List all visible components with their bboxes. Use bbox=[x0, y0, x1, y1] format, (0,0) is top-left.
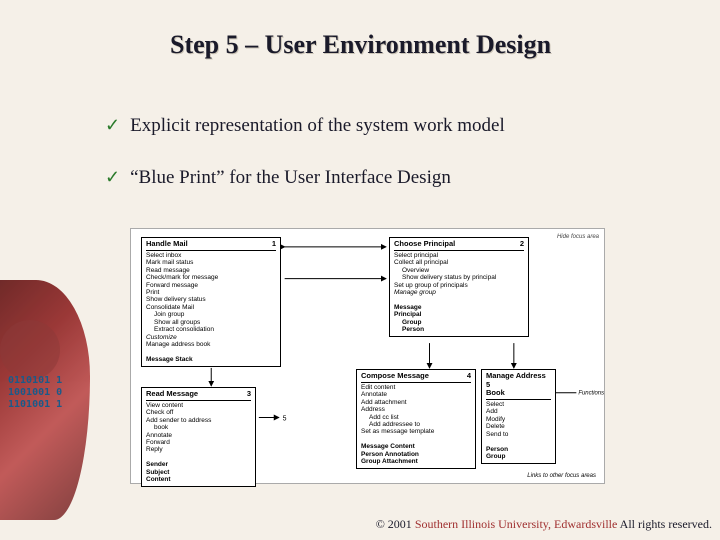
box-line: Show all groups bbox=[146, 319, 276, 326]
diagram-header-note: Hide focus area bbox=[557, 234, 599, 240]
box-line: Annotate bbox=[361, 391, 471, 398]
box-line: Add addressee to bbox=[361, 421, 471, 428]
box-line: View content bbox=[146, 402, 251, 409]
binary-overlay: 0110101 1 1001001 0 1101001 1 bbox=[8, 375, 62, 411]
box-line: Message bbox=[394, 304, 524, 311]
copyright: © 2001 Southern Illinois University, Edw… bbox=[376, 517, 712, 532]
slide-title: Step 5 – User Environment Design bbox=[170, 30, 551, 60]
box-line: Group Attachment bbox=[361, 458, 471, 465]
box-line: Overview bbox=[394, 267, 524, 274]
bullet-list: ✓ Explicit representation of the system … bbox=[105, 115, 665, 219]
copyright-org: Southern Illinois University, Edwardsvil… bbox=[415, 517, 618, 531]
box-line: Select inbox bbox=[146, 252, 276, 259]
box-line: Address bbox=[361, 406, 471, 413]
box-line: Consolidate Mail bbox=[146, 304, 276, 311]
check-icon: ✓ bbox=[105, 167, 120, 188]
bullet-item: ✓ Explicit representation of the system … bbox=[105, 115, 665, 137]
box-line: Show delivery status bbox=[146, 296, 276, 303]
box-line bbox=[361, 436, 471, 443]
box-line: Person bbox=[486, 446, 551, 453]
bullet-item: ✓ “Blue Print” for the User Interface De… bbox=[105, 167, 665, 189]
box-line: Principal bbox=[394, 311, 524, 318]
box-line: Read message bbox=[146, 267, 276, 274]
check-icon: ✓ bbox=[105, 115, 120, 136]
svg-text:5: 5 bbox=[283, 415, 287, 422]
box-line: Show delivery status by principal bbox=[394, 274, 524, 281]
box-line: Edit content bbox=[361, 384, 471, 391]
box-line: Manage group bbox=[394, 289, 524, 296]
box-line: Delete bbox=[486, 423, 551, 430]
box-line: Sender bbox=[146, 461, 251, 468]
box-line: Group bbox=[394, 319, 524, 326]
box-line: Select principal bbox=[394, 252, 524, 259]
box-line: Add cc list bbox=[361, 414, 471, 421]
box-line: Message Content bbox=[361, 443, 471, 450]
box-line: Manage address book bbox=[146, 341, 276, 348]
box-line: Subject bbox=[146, 469, 251, 476]
box-line: Add sender to address bbox=[146, 417, 251, 424]
box-items: Select inboxMark mail statusRead message… bbox=[146, 252, 276, 364]
box-line: Add attachment bbox=[361, 399, 471, 406]
box-line: Person bbox=[394, 326, 524, 333]
ued-diagram: 5 Functions Hide focus area Handle Mail1… bbox=[130, 228, 605, 484]
box-line: Extract consolidation bbox=[146, 326, 276, 333]
box-compose-message: Compose Message4 Edit contentAnnotateAdd… bbox=[356, 369, 476, 469]
box-line: Print bbox=[146, 289, 276, 296]
box-line: Forward message bbox=[146, 282, 276, 289]
box-line: Annotate bbox=[146, 432, 251, 439]
bullet-text: Explicit representation of the system wo… bbox=[130, 115, 505, 137]
box-items: SelectAddModifyDeleteSend to PersonGroup bbox=[486, 401, 551, 461]
box-line bbox=[146, 454, 251, 461]
box-line: Reply bbox=[146, 446, 251, 453]
box-line: Group bbox=[486, 453, 551, 460]
box-line bbox=[486, 438, 551, 445]
copyright-symbol: © 2001 bbox=[376, 517, 415, 531]
box-line: Join group bbox=[146, 311, 276, 318]
svg-text:Functions: Functions bbox=[578, 391, 604, 397]
box-items: Select principalCollect all principalOve… bbox=[394, 252, 524, 334]
copyright-suffix: All rights reserved. bbox=[617, 517, 712, 531]
box-line: Set as message template bbox=[361, 428, 471, 435]
box-line bbox=[394, 296, 524, 303]
box-line: Person Annotation bbox=[361, 451, 471, 458]
box-line: Modify bbox=[486, 416, 551, 423]
box-line: book bbox=[146, 424, 251, 431]
box-line: Set up group of principals bbox=[394, 282, 524, 289]
box-line: Message Stack bbox=[146, 356, 276, 363]
box-choose-principal: Choose Principal2 Select principalCollec… bbox=[389, 237, 529, 337]
box-line: Collect all principal bbox=[394, 259, 524, 266]
box-items: View contentCheck offAdd sender to addre… bbox=[146, 402, 251, 484]
box-line bbox=[146, 349, 276, 356]
box-line: Mark mail status bbox=[146, 259, 276, 266]
box-read-message: Read Message3 View contentCheck offAdd s… bbox=[141, 387, 256, 487]
box-manage-address: Manage Address 5 Book SelectAddModifyDel… bbox=[481, 369, 556, 464]
bullet-text: “Blue Print” for the User Interface Desi… bbox=[130, 167, 451, 189]
box-line: Send to bbox=[486, 431, 551, 438]
box-line: Forward bbox=[146, 439, 251, 446]
box-line: Check/mark for message bbox=[146, 274, 276, 281]
diagram-caption: Links to other focus areas bbox=[527, 473, 596, 479]
box-handle-mail: Handle Mail1 Select inboxMark mail statu… bbox=[141, 237, 281, 367]
box-line: Content bbox=[146, 476, 251, 483]
box-items: Edit contentAnnotateAdd attachmentAddres… bbox=[361, 384, 471, 466]
box-line: Add bbox=[486, 408, 551, 415]
box-line: Customize bbox=[146, 334, 276, 341]
box-line: Select bbox=[486, 401, 551, 408]
box-line: Check off bbox=[146, 409, 251, 416]
